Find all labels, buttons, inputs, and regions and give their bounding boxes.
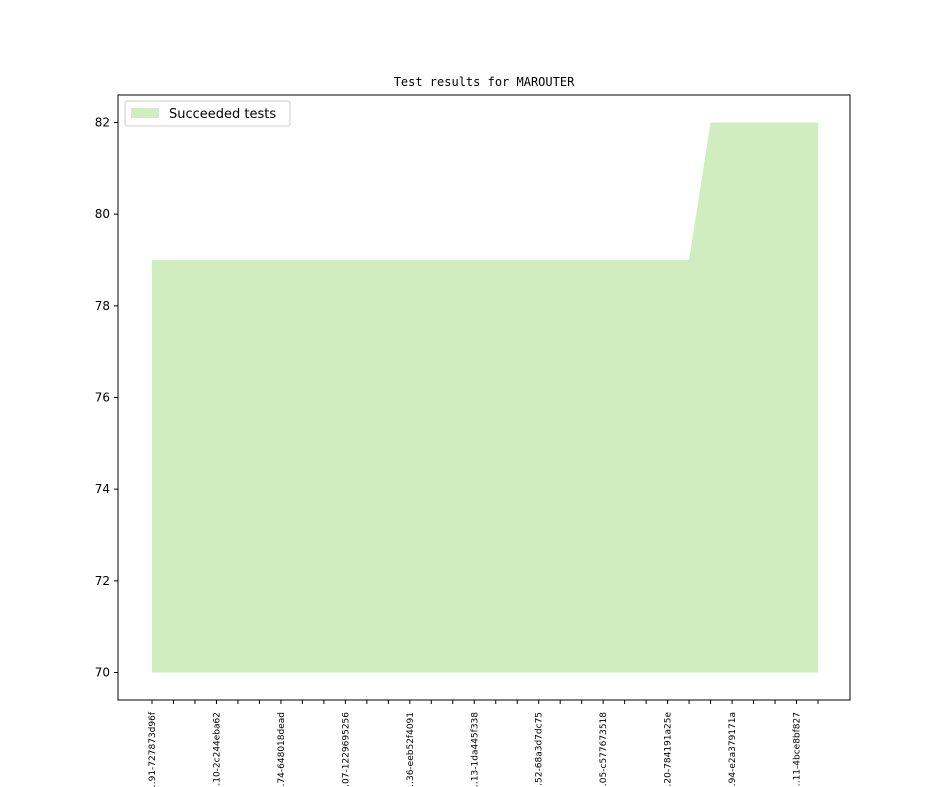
x-tick-label: …11-4bce8bf827 xyxy=(793,712,803,787)
legend-label: Succeeded tests xyxy=(169,107,276,122)
x-tick-label: …13-1da445f338 xyxy=(470,712,480,787)
x-tick-label: …36-eeb52f4091 xyxy=(406,712,416,787)
x-tick-label: …07-1229695256 xyxy=(341,712,351,787)
chart-title: Test results for MAROUTER xyxy=(394,75,575,89)
y-tick-label: 80 xyxy=(95,207,110,221)
x-tick-label: …10-2c244eba62 xyxy=(212,712,222,787)
x-tick-label: …52-68a3d7dc75 xyxy=(535,712,545,787)
y-axis: 70 72 74 76 78 80 82 xyxy=(95,116,118,680)
y-tick-label: 82 xyxy=(95,116,110,130)
y-tick-label: 76 xyxy=(95,391,110,405)
legend-swatch xyxy=(131,108,159,118)
plot-frame xyxy=(117,94,851,701)
y-tick-label: 78 xyxy=(95,299,110,313)
legend: Succeeded tests xyxy=(124,100,291,127)
x-tick-label: …20-784191a25e xyxy=(664,712,674,787)
x-tick-label: …05-c577673518 xyxy=(599,712,609,787)
plot-area xyxy=(118,95,850,700)
succeeded-tests-area xyxy=(152,122,818,673)
x-tick-label: …91-727873d96f xyxy=(148,711,158,787)
y-tick-label: 70 xyxy=(95,666,110,680)
x-tick-label: …94-e2a379171a xyxy=(728,712,738,787)
legend-box xyxy=(124,100,291,127)
x-tick-label: …74-648018dead xyxy=(277,712,287,787)
x-axis: …91-727873d96f …10-2c244eba62 …74-648018de… xyxy=(148,700,819,787)
y-tick-label: 72 xyxy=(95,574,110,588)
y-tick-label: 74 xyxy=(95,482,110,496)
